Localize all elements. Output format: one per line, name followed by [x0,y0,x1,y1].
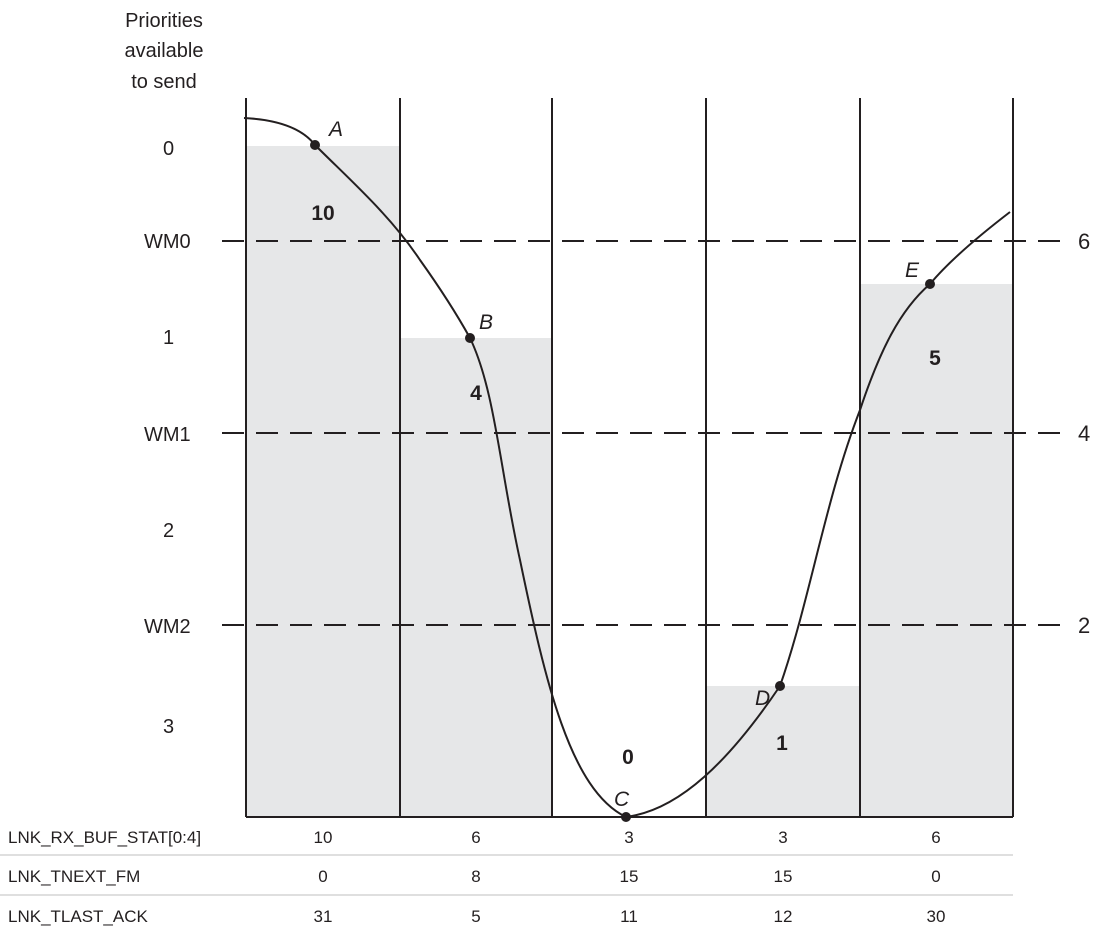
point-e [925,279,935,289]
table-row-1-cell-3: 3 [624,828,633,847]
point-label-d: D [755,687,770,710]
left-label-3: 3 [163,716,174,738]
bar-value-1: 10 [311,202,334,225]
point-label-a: A [327,118,343,141]
point-label-c: C [614,788,630,811]
right-label-4: 4 [1078,421,1090,446]
table-row-1-cell-2: 6 [471,828,480,847]
left-label-1: 1 [163,327,174,349]
y-axis-title-line-3: to send [131,71,197,93]
watermark-lines [222,240,1060,626]
left-label-wm2: WM2 [144,616,191,638]
table-row-1-cell-4: 3 [778,828,787,847]
point-b [465,333,475,343]
table-rules [0,854,1013,896]
table-row-3-cell-3: 11 [620,907,638,926]
left-label-wm1: WM1 [144,424,191,446]
table-row-3-cell-1: 31 [314,907,333,926]
bar-value-3: 0 [622,746,634,769]
point-label-e: E [905,259,920,282]
bar-5 [860,284,1013,817]
bar-4 [706,686,860,817]
table-row-2-cell-1: 0 [318,867,327,886]
bar-2 [400,338,552,817]
table-row-3-cell-2: 5 [471,907,480,926]
table-row-2-cell-3: 15 [620,867,639,886]
point-label-b: B [479,311,493,334]
left-label-2: 2 [163,520,174,542]
right-label-2: 2 [1078,613,1090,638]
table-row-3-cell-5: 30 [927,907,946,926]
point-c [621,812,631,822]
table-row-2-label: LNK_TNEXT_FM [8,867,140,886]
left-label-wm0: WM0 [144,231,191,253]
left-label-0: 0 [163,138,174,160]
buffer-curve [243,117,1011,819]
bar-value-5: 5 [929,347,941,370]
curve-points [310,140,935,822]
table-row-3-cell-4: 12 [774,907,793,926]
table-row-1-label: LNK_RX_BUF_STAT[0:4] [8,828,201,847]
point-d [775,681,785,691]
table-row-2-cell-5: 0 [931,867,940,886]
point-a [310,140,320,150]
table-row-2-cell-2: 8 [471,867,480,886]
right-label-6: 6 [1078,229,1090,254]
table-row-1-cell-1: 10 [314,828,333,847]
bar-1 [246,146,400,817]
y-axis-title-line-1: Priorities [125,10,203,32]
table-row-2-cell-4: 15 [774,867,793,886]
table-row-1-cell-5: 6 [931,828,940,847]
y-axis-title-line-2: available [125,40,204,62]
bar-value-4: 1 [776,732,788,755]
bar-value-2: 4 [470,382,482,405]
table-row-3-label: LNK_TLAST_ACK [8,907,148,926]
